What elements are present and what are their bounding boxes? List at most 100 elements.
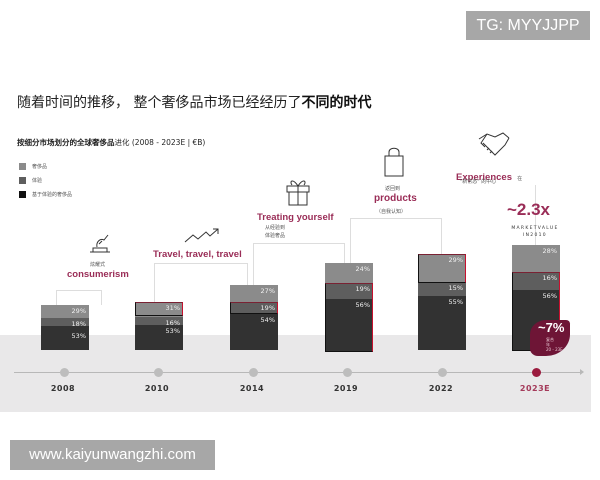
segment-base: 55% bbox=[418, 296, 466, 350]
segment-luxury: 28% bbox=[512, 245, 560, 272]
era-3-sub2: 体验奢品 bbox=[265, 233, 286, 239]
year-label: 2019 bbox=[333, 384, 359, 393]
pct-label: 29% bbox=[448, 256, 463, 264]
segment-experience: 16% bbox=[135, 317, 183, 327]
segment-experience: 19% bbox=[325, 283, 373, 299]
connector-2008 bbox=[56, 290, 102, 305]
cagr-line-2: 年 bbox=[546, 342, 550, 347]
timeline-dot-2010 bbox=[154, 368, 163, 377]
handshake-icon bbox=[478, 132, 510, 156]
timeline-axis bbox=[14, 372, 582, 373]
era-3-label: Treating yourself bbox=[257, 212, 334, 223]
pct-label: 24% bbox=[355, 265, 370, 273]
segment-experience: 16% bbox=[512, 272, 560, 290]
headline: 随着时间的推移， 整个奢侈品市场已经经历了不同的时代 bbox=[17, 92, 371, 112]
timeline-arrow-icon bbox=[580, 369, 584, 375]
legend-item-experiential-luxury: 基于体验的奢侈品 bbox=[19, 188, 72, 201]
segment-experience: 15% bbox=[418, 282, 466, 296]
timeline-band bbox=[0, 335, 591, 412]
era-3-sub1: 从经验到 bbox=[265, 225, 286, 231]
legend-swatch-experience bbox=[19, 177, 26, 184]
bar-2022: 29% 15% 55% bbox=[418, 254, 466, 350]
pct-label: 15% bbox=[448, 284, 463, 292]
cagr-caption: 复合 年 20 - 23E bbox=[546, 337, 563, 352]
legend-label: 奢侈品 bbox=[32, 164, 48, 170]
pct-label: 27% bbox=[260, 287, 275, 295]
year-label: 2010 bbox=[144, 384, 170, 393]
pct-label: 16% bbox=[542, 274, 557, 282]
bar-2019: 24% 19% 56% bbox=[325, 263, 373, 352]
timeline-dot-2019 bbox=[343, 368, 352, 377]
pct-label: 16% bbox=[165, 319, 180, 327]
pct-label: 19% bbox=[260, 304, 275, 312]
pct-label: 29% bbox=[71, 307, 86, 315]
connector-2019 bbox=[350, 218, 442, 263]
era-5-suffix: 在 bbox=[517, 176, 523, 182]
chart-title-light: 进化 (2008 - 2023E | €B) bbox=[114, 138, 206, 147]
year-label: 2008 bbox=[50, 384, 76, 393]
cagr-line-1: 复合 bbox=[546, 337, 554, 342]
bar-2014: 27% 19% 54% bbox=[230, 285, 278, 350]
pct-label: 53% bbox=[71, 332, 86, 340]
connector-2010 bbox=[154, 263, 248, 303]
watermark-bottom: www.kaiyunwangzhi.com bbox=[10, 440, 215, 470]
segment-luxury: 31% bbox=[135, 302, 183, 317]
segment-base: 54% bbox=[230, 314, 278, 350]
segment-experience: 19% bbox=[230, 302, 278, 314]
legend-swatch-experiential-luxury bbox=[19, 191, 26, 198]
segment-base: 53% bbox=[41, 326, 89, 350]
headline-normal: 随着时间的推移， 整个奢侈品市场已经经历了 bbox=[17, 95, 302, 111]
era-5-sub: "新常态" 的中心 bbox=[460, 179, 497, 185]
segment-luxury: 29% bbox=[41, 305, 89, 318]
timeline-dot-2022 bbox=[438, 368, 447, 377]
pct-label: 55% bbox=[448, 298, 463, 306]
pct-label: 56% bbox=[542, 292, 557, 300]
caption-line-1: MARKETVALUE bbox=[511, 226, 559, 231]
era-4-label: products bbox=[374, 193, 417, 204]
era-1-sub: 炫耀式 bbox=[90, 262, 106, 268]
legend-item-luxury: 奢侈品 bbox=[19, 160, 72, 173]
pct-label: 28% bbox=[542, 247, 557, 255]
pct-label: 31% bbox=[165, 304, 180, 312]
pct-label: 53% bbox=[165, 327, 180, 335]
bar-2010: 31% 16% 53% bbox=[135, 302, 183, 350]
year-label: 2022 bbox=[428, 384, 454, 393]
pct-label: 19% bbox=[355, 285, 370, 293]
chart-title: 按细分市场划分的全球奢侈品进化 (2008 - 2023E | €B) bbox=[17, 137, 205, 148]
segment-luxury: 29% bbox=[418, 254, 466, 282]
legend-label: 体验 bbox=[32, 178, 43, 184]
timeline-dot-2023e bbox=[532, 368, 541, 377]
era-2-label: Travel, travel, travel bbox=[153, 249, 242, 260]
market-multiple-stat: ~2.3x bbox=[507, 200, 551, 219]
year-label-active: 2023E bbox=[519, 384, 551, 393]
legend: 奢侈品 体验 基于体验的奢侈品 bbox=[19, 160, 72, 202]
cagr-value: ~7% bbox=[538, 320, 565, 335]
segment-base: 56% bbox=[325, 299, 373, 352]
legend-label: 基于体验的奢侈品 bbox=[32, 192, 73, 198]
legend-item-experience: 体验 bbox=[19, 174, 72, 187]
timeline-dot-2008 bbox=[60, 368, 69, 377]
pct-label: 56% bbox=[355, 301, 370, 309]
trend-arrow-icon bbox=[184, 228, 219, 243]
market-multiple-caption: MARKETVALUE IN2010 bbox=[504, 225, 566, 239]
legend-swatch-luxury bbox=[19, 163, 26, 170]
shopping-bag-icon bbox=[384, 147, 404, 177]
bar-2008: 29% 18% 53% bbox=[41, 305, 89, 350]
era-4-sub-top: 返回到 bbox=[385, 186, 401, 192]
hand-pen-icon bbox=[90, 234, 110, 253]
headline-bold: 不同的时代 bbox=[301, 95, 372, 111]
segment-base: 53% bbox=[135, 325, 183, 350]
segment-luxury: 24% bbox=[325, 263, 373, 283]
caption-line-2: IN2010 bbox=[523, 233, 547, 238]
chart-title-bold: 按细分市场划分的全球奢侈品 bbox=[17, 138, 115, 147]
connector-2022 bbox=[440, 185, 536, 245]
year-label: 2014 bbox=[239, 384, 265, 393]
watermark-top: TG: MYYJJPP bbox=[466, 11, 590, 40]
cagr-line-3: 20 - 23E bbox=[546, 347, 563, 352]
pct-label: 18% bbox=[71, 320, 86, 328]
era-5: Experiences 在 bbox=[456, 165, 522, 184]
era-4-sub: （自我认知） bbox=[376, 209, 407, 215]
pct-label: 54% bbox=[260, 316, 275, 324]
era-1-label: consumerism bbox=[67, 269, 129, 280]
gift-icon bbox=[286, 180, 310, 206]
